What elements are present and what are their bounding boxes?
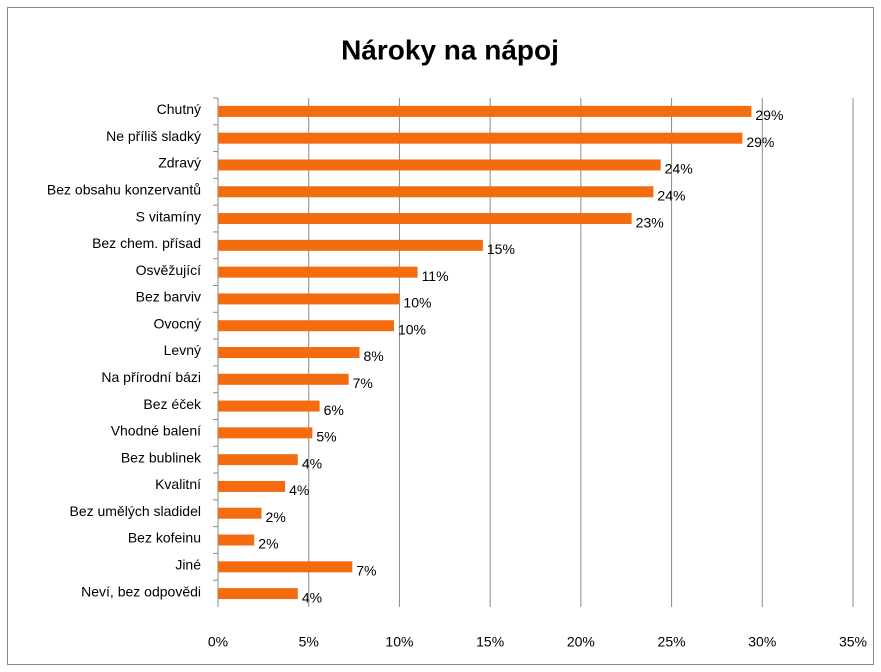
bar	[218, 105, 752, 117]
y-tick-label: Bez obsahu konzervantů	[47, 181, 201, 197]
value-label: 10%	[403, 295, 431, 311]
value-label: 24%	[665, 161, 693, 177]
x-tick-label: 0%	[208, 634, 228, 650]
y-tick-label: Jiné	[175, 557, 201, 573]
y-tick-label: Bez chem. přísad	[92, 235, 201, 251]
y-tick-label: Na přírodní bázi	[101, 369, 201, 385]
bar	[218, 213, 632, 225]
bar	[218, 373, 349, 385]
bar	[218, 427, 313, 439]
bar	[218, 507, 262, 519]
y-tick-label: Bez umělých sladidel	[69, 503, 201, 519]
bar	[218, 320, 394, 332]
bar	[218, 400, 320, 412]
y-tick-label: Levný	[164, 342, 201, 358]
y-tick-label: Osvěžující	[136, 262, 201, 278]
value-label: 10%	[398, 321, 426, 337]
y-tick-label: Vhodné balení	[111, 423, 201, 439]
value-label: 24%	[657, 187, 685, 203]
y-tick-label: Bez barviv	[136, 289, 201, 305]
y-tick-label: Neví, bez odpovědi	[81, 583, 201, 599]
x-tick-label: 15%	[476, 634, 504, 650]
bar	[218, 454, 298, 466]
chart-border	[7, 7, 874, 665]
bar	[218, 132, 743, 144]
x-tick-label: 30%	[748, 634, 776, 650]
bar	[218, 159, 661, 171]
value-label: 29%	[746, 134, 774, 150]
value-label: 4%	[289, 482, 309, 498]
bar	[218, 293, 400, 305]
value-label: 6%	[324, 402, 344, 418]
y-tick-label: Kvalitní	[155, 476, 201, 492]
y-tick-label: S vitamíny	[136, 208, 201, 224]
y-tick-label: Bez bublinek	[121, 449, 202, 465]
y-tick-label: Ovocný	[154, 315, 201, 331]
x-tick-label: 5%	[299, 634, 319, 650]
value-label: 5%	[316, 429, 336, 445]
value-label: 7%	[356, 563, 376, 579]
x-tick-label: 20%	[567, 634, 595, 650]
value-label: 11%	[422, 268, 449, 284]
y-tick-label: Bez kofeinu	[128, 530, 201, 546]
x-tick-label: 10%	[385, 634, 413, 650]
bar	[218, 561, 353, 573]
chart-title: Nároky na nápoj	[341, 34, 559, 65]
bar	[218, 347, 360, 358]
bar	[218, 239, 483, 251]
value-label: 29%	[755, 107, 783, 123]
value-label: 23%	[636, 214, 664, 230]
value-label: 8%	[364, 348, 384, 364]
x-tick-label: 35%	[839, 634, 867, 650]
bar	[218, 186, 654, 198]
value-label: 4%	[302, 455, 322, 471]
bar	[218, 266, 418, 278]
x-tick-label: 25%	[658, 634, 686, 650]
y-tick-label: Ne příliš sladký	[106, 128, 201, 144]
value-label: 4%	[302, 589, 322, 605]
value-label: 7%	[353, 375, 373, 391]
value-label: 2%	[266, 509, 286, 525]
bar	[218, 480, 286, 492]
bar	[218, 534, 255, 546]
bar	[218, 588, 298, 600]
value-label: 15%	[487, 241, 515, 257]
y-tick-label: Bez éček	[143, 396, 202, 412]
y-tick-label: Zdravý	[158, 155, 201, 171]
value-label: 2%	[258, 536, 278, 552]
y-tick-label: Chutný	[157, 101, 201, 117]
